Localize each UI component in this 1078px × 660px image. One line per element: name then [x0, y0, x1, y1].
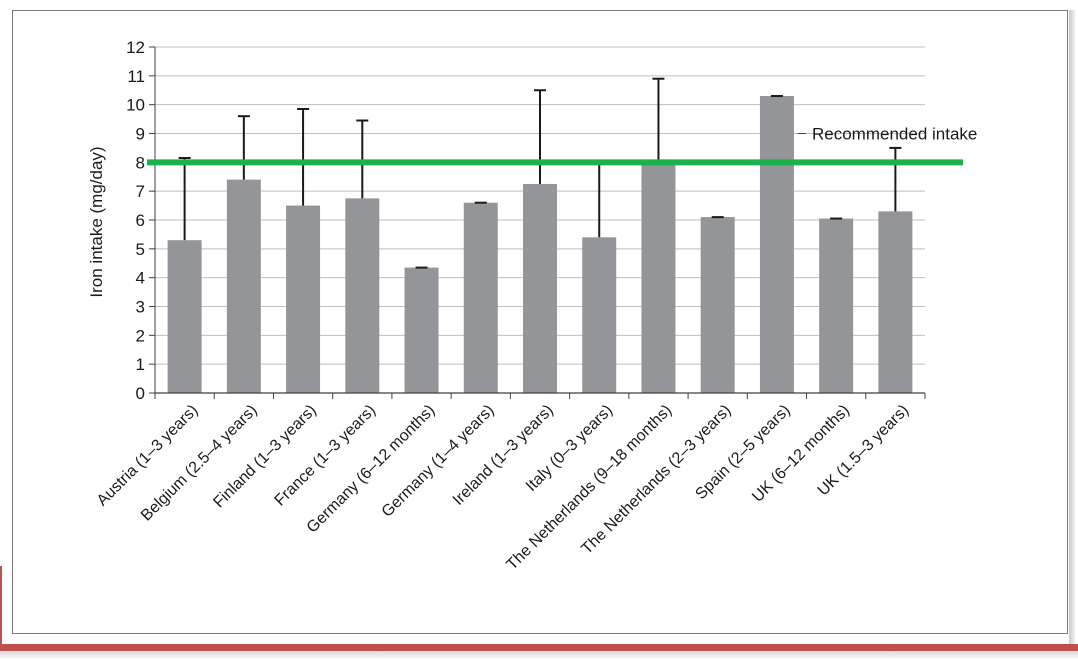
- bars: [167, 96, 913, 394]
- y-tick-label: 4: [136, 269, 145, 288]
- category-label: Ireland (1–3 years): [450, 402, 557, 509]
- y-tick-label: 2: [136, 326, 145, 345]
- left-accent-line: [0, 566, 2, 646]
- bar: [641, 159, 676, 393]
- bar: [345, 198, 380, 393]
- bar: [167, 240, 202, 393]
- bar: [286, 205, 321, 393]
- y-tick-label: 5: [136, 240, 145, 259]
- y-tick-label: 3: [136, 298, 145, 317]
- bar: [700, 217, 735, 393]
- bottom-stripe-shadow: [0, 651, 1078, 660]
- bar: [878, 211, 913, 393]
- bottom-accent-stripe: [0, 644, 1078, 651]
- y-tick-label: 7: [136, 182, 145, 201]
- bar: [819, 218, 854, 393]
- y-tick-label: 9: [136, 125, 145, 144]
- y-tick-label: 0: [136, 384, 145, 403]
- bar: [759, 96, 794, 394]
- bar: [582, 237, 617, 393]
- y-tick-label: 6: [136, 211, 145, 230]
- y-tick-label: 11: [127, 67, 145, 86]
- y-tick-label: 10: [126, 96, 145, 115]
- bar: [523, 183, 557, 393]
- y-tick-label: 12: [126, 38, 145, 57]
- frame-right-shadow: [1069, 10, 1075, 646]
- bar: [463, 202, 498, 393]
- category-label: Belgium (2.5–4 years): [138, 402, 261, 525]
- reference-line-group: Recommended intake: [147, 125, 977, 166]
- category-label: Germany (1–4 years): [379, 402, 498, 521]
- category-label: Austria (1–3 years): [94, 402, 202, 510]
- bar: [226, 179, 261, 393]
- y-axis-title: Iron intake (mg/day): [87, 146, 106, 297]
- category-label: UK (6–12 months): [749, 402, 853, 506]
- category-label: France (1–3 years): [272, 402, 380, 510]
- category-label: Finland (1–3 years): [210, 402, 319, 511]
- bar: [404, 267, 439, 393]
- y-tick-label: 1: [136, 355, 145, 374]
- recommended-intake-label: Recommended intake: [812, 125, 977, 144]
- y-tick-label: 8: [136, 153, 145, 172]
